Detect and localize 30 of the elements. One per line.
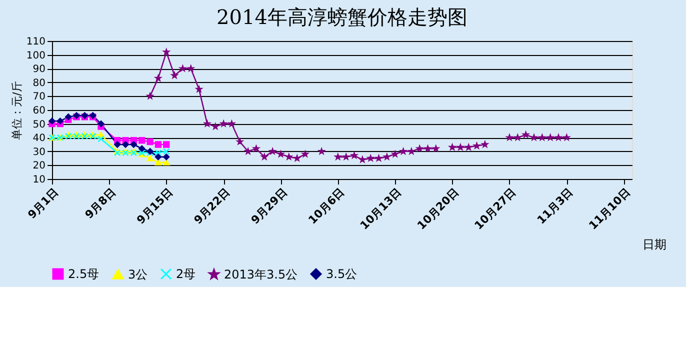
- x-tick-label: 9月8日: [82, 186, 118, 222]
- y-tick-label: 80: [32, 78, 46, 89]
- x-tick-label: 10月20日: [414, 186, 462, 232]
- y-axis-title: 单位：元/斤: [10, 81, 24, 140]
- x-tick-label: 9月29日: [248, 186, 290, 227]
- x-axis-title: 日期: [642, 238, 666, 252]
- y-tick-label: 10: [32, 174, 46, 186]
- chart-title: 2014年高淳螃蟹价格走势图: [216, 5, 468, 29]
- y-tick-label: 40: [32, 133, 46, 144]
- y-tick-label: 90: [32, 64, 46, 76]
- y-tick-label: 30: [32, 146, 46, 158]
- y-tick-label: 70: [32, 92, 46, 103]
- x-tick-label: 9月15日: [134, 186, 176, 227]
- legend-label: 2013年3.5公: [224, 267, 298, 282]
- x-tick-label: 11月3日: [534, 186, 576, 227]
- x-tick-label: 10月27日: [472, 186, 518, 232]
- legend-label: 2母: [176, 267, 196, 281]
- y-tick-label: 100: [26, 50, 46, 62]
- x-tick-label: 9月1日: [25, 186, 61, 222]
- y-tick-label: 60: [32, 106, 46, 116]
- x-tick-label: 10月13日: [358, 186, 404, 232]
- legend-label: 2.5母: [68, 267, 100, 281]
- y-tick-label: 20: [32, 160, 46, 172]
- legend-label: 3公: [128, 267, 148, 282]
- x-tick-label: 9月22日: [192, 186, 233, 227]
- y-tick-label: 110: [26, 36, 46, 48]
- x-tick-label: 11月10日: [586, 186, 633, 232]
- x-tick-label: 10月6日: [306, 186, 347, 227]
- legend-label: 3.5公: [326, 267, 358, 281]
- y-tick-label: 50: [32, 119, 46, 130]
